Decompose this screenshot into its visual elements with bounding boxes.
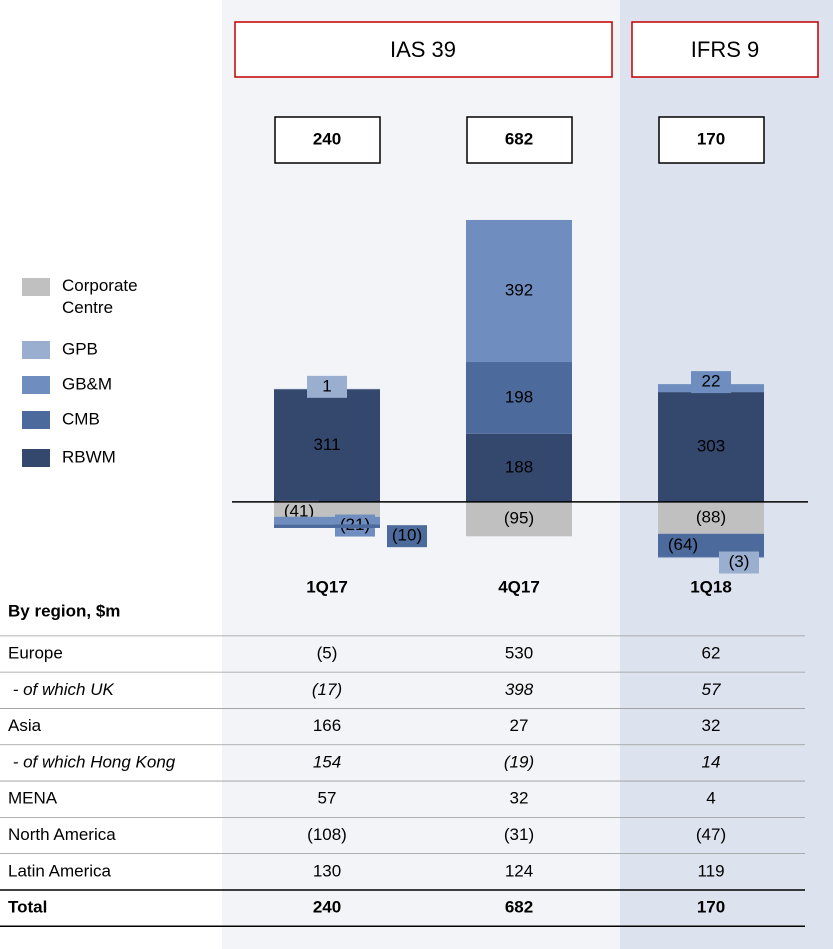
data-label: (41) <box>284 501 314 520</box>
cell: 4 <box>706 789 715 808</box>
cell: 27 <box>510 716 529 735</box>
legend-label: RBWM <box>62 447 116 466</box>
cell: (108) <box>307 825 347 844</box>
bar-segment <box>466 362 572 434</box>
cell: 240 <box>313 898 341 917</box>
total-box <box>658 116 765 164</box>
cell: 682 <box>505 898 533 917</box>
legend-label: Corporate Centre <box>62 276 138 317</box>
cell: (31) <box>504 825 534 844</box>
data-label-box <box>307 375 347 398</box>
cell: 130 <box>313 861 341 880</box>
row-label: Europe <box>8 643 63 662</box>
data-label: (10) <box>392 526 422 545</box>
data-label-box <box>719 551 759 574</box>
data-label-box <box>387 525 427 548</box>
cell: 14 <box>702 752 721 771</box>
bar-segment <box>466 433 572 502</box>
row-label: MENA <box>8 789 58 808</box>
cell: 57 <box>318 789 337 808</box>
header-box <box>234 21 613 78</box>
legend-label: GB&M <box>62 374 112 393</box>
row-label: Latin America <box>8 861 112 880</box>
cell: (17) <box>312 680 342 699</box>
total-box <box>274 116 381 164</box>
cell: 62 <box>702 643 721 662</box>
data-label: 392 <box>505 280 533 299</box>
cell: 166 <box>313 716 341 735</box>
cell: 32 <box>510 789 529 808</box>
x-tick-label: 1Q18 <box>690 577 732 596</box>
row-label: Asia <box>8 716 42 735</box>
bar-segment <box>658 392 764 502</box>
x-tick-label: 1Q17 <box>306 577 348 596</box>
row-label: - of which Hong Kong <box>8 752 176 771</box>
cell: 124 <box>505 861 533 880</box>
legend-label: GPB <box>62 339 98 358</box>
bar-segment <box>274 524 380 528</box>
bar-segment <box>658 501 764 534</box>
header-text: IFRS 9 <box>691 37 759 62</box>
cell: 57 <box>702 680 721 699</box>
total-box <box>466 116 573 164</box>
legend-swatch <box>22 278 50 296</box>
legend-swatch <box>22 376 50 394</box>
data-label: 311 <box>313 435 340 454</box>
table-header-bg <box>0 593 222 633</box>
data-label: (95) <box>504 509 534 528</box>
total-label: 682 <box>505 129 533 148</box>
bar-segment <box>466 219 572 363</box>
legend-label: CMB <box>62 409 100 428</box>
cell: (19) <box>504 752 534 771</box>
data-label-box <box>691 371 731 394</box>
cell: 32 <box>702 716 721 735</box>
data-label-box <box>663 534 703 557</box>
row-label: - of which UK <box>8 680 114 699</box>
row-label: Total <box>8 898 47 917</box>
cell: 398 <box>505 680 534 699</box>
data-label: (64) <box>668 535 698 554</box>
row-label: North America <box>8 825 116 844</box>
data-label: 188 <box>505 457 533 476</box>
legend-swatch <box>22 341 50 359</box>
cell: 154 <box>313 752 341 771</box>
cell: 119 <box>697 861 724 880</box>
bar-segment <box>658 556 764 559</box>
data-label: 1 <box>322 376 331 395</box>
data-label: (88) <box>696 507 726 526</box>
cell: 170 <box>697 898 725 917</box>
data-label: (3) <box>729 552 750 571</box>
total-label: 170 <box>697 129 725 148</box>
cell: (5) <box>317 643 338 662</box>
bar-segment <box>274 516 380 525</box>
bar-segment <box>466 501 572 537</box>
table-header: By region, $m <box>8 601 120 620</box>
legend-swatch <box>22 411 50 429</box>
data-label: 22 <box>702 372 721 391</box>
cell: 530 <box>505 643 533 662</box>
cell: (47) <box>696 825 726 844</box>
x-tick-label: 4Q17 <box>498 577 540 596</box>
header-text: IAS 39 <box>390 37 456 62</box>
header-box <box>631 21 819 78</box>
total-label: 240 <box>313 129 341 148</box>
legend-swatch <box>22 449 50 467</box>
data-label: 198 <box>505 387 533 406</box>
bar-segment <box>274 389 380 502</box>
data-label: 303 <box>697 436 725 455</box>
